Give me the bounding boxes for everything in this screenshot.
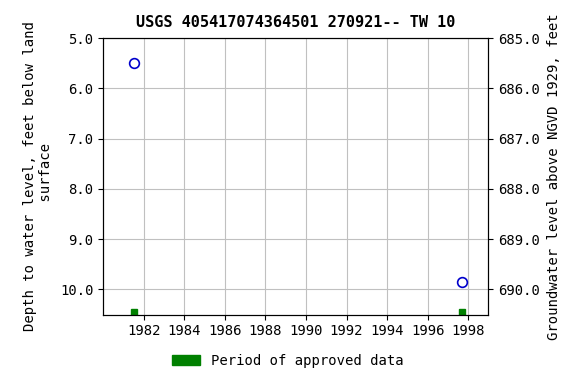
Legend: Period of approved data: Period of approved data xyxy=(166,348,410,373)
Y-axis label: Depth to water level, feet below land
 surface: Depth to water level, feet below land su… xyxy=(23,22,53,331)
Title: USGS 405417074364501 270921-- TW 10: USGS 405417074364501 270921-- TW 10 xyxy=(136,15,456,30)
Y-axis label: Groundwater level above NGVD 1929, feet: Groundwater level above NGVD 1929, feet xyxy=(547,13,561,339)
